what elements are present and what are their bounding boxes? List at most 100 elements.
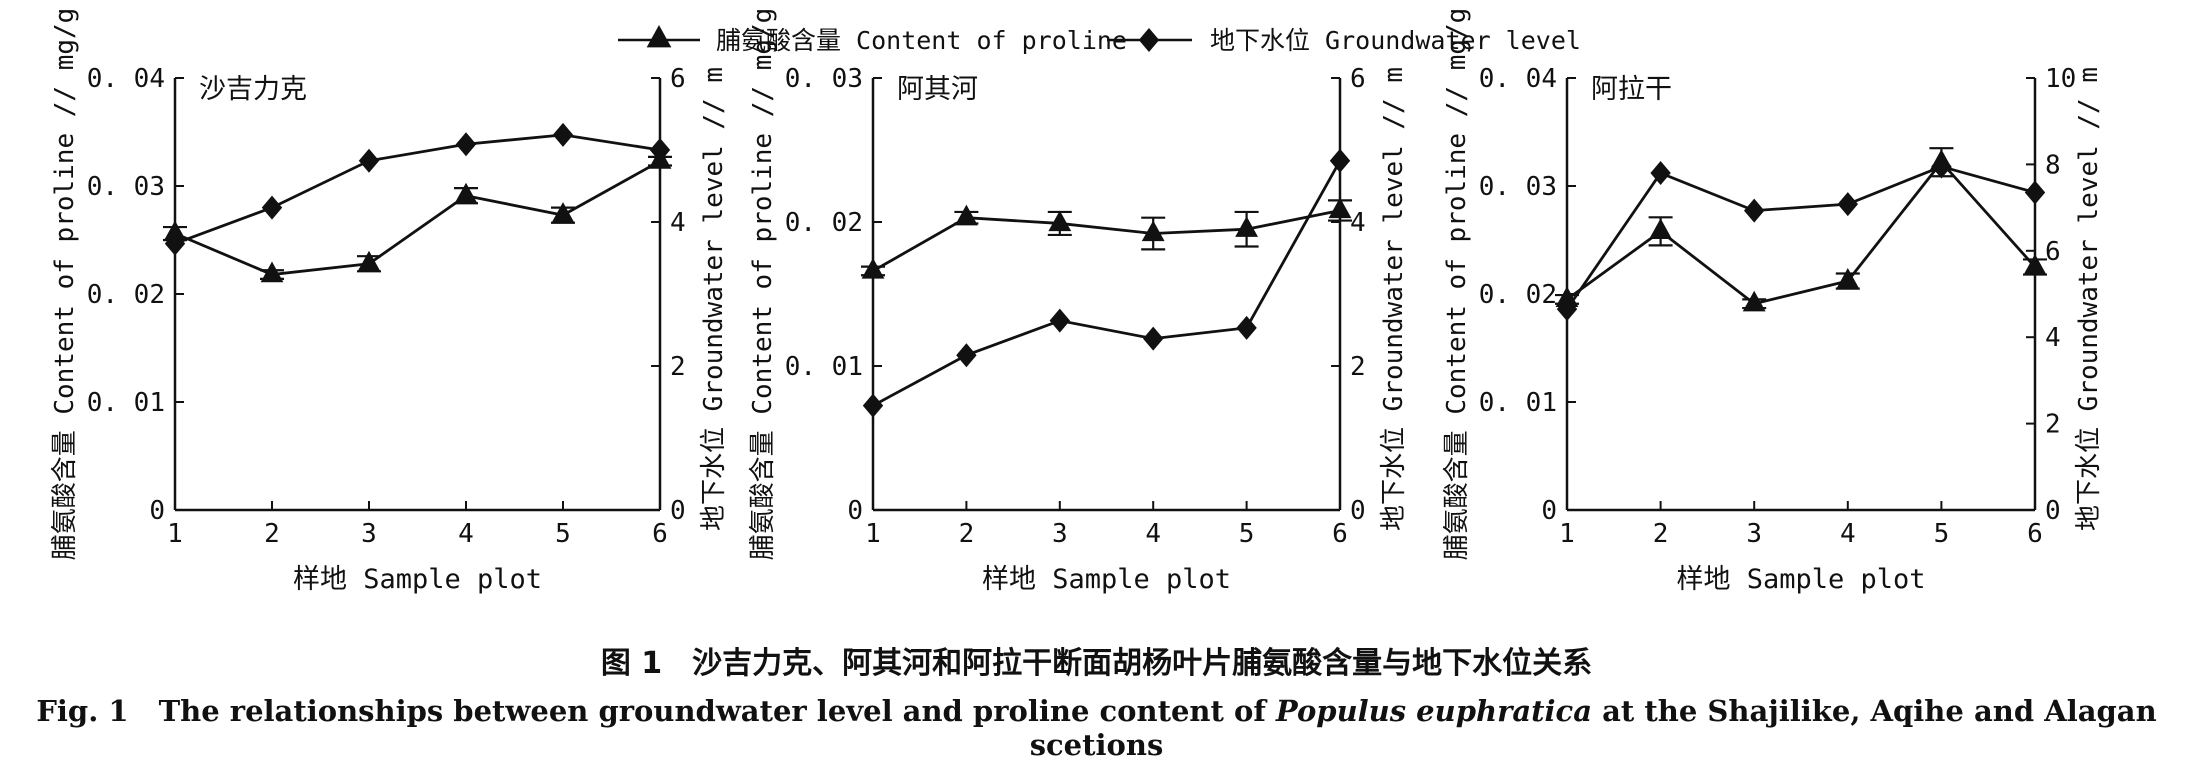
- series-proline: [861, 197, 1352, 279]
- x-tick-label: 2: [264, 519, 280, 549]
- panel-title: 阿其河: [897, 74, 978, 105]
- series-line: [1566, 160, 2037, 306]
- right-tick-label: 4: [670, 208, 686, 238]
- right-tick-label: 4: [2045, 323, 2061, 353]
- x-axis-label: 样地 Sample plot: [1676, 564, 1925, 595]
- x-tick-label: 4: [1145, 519, 1161, 549]
- x-tick-label: 5: [555, 519, 571, 549]
- right-tick-label: 6: [1350, 64, 1366, 94]
- left-tick-label: 0. 03: [785, 64, 863, 94]
- x-tick-label: 2: [1653, 519, 1669, 549]
- data-point-diamond: [1556, 297, 1578, 322]
- figure: 脯氨酸含量 Content of proline 地下水位 Groundwater…: [50, 8, 2104, 595]
- data-point-triangle: [1836, 268, 1860, 289]
- left-tick-label: 0. 01: [1479, 388, 1557, 418]
- x-tick-label: 6: [652, 519, 668, 549]
- series-proline: [163, 148, 672, 283]
- series-line: [1565, 165, 2036, 310]
- right-tick-label: 6: [2045, 237, 2061, 267]
- x-tick-label: 1: [1559, 519, 1575, 549]
- data-point-triangle: [955, 204, 978, 226]
- left-tick-label: 0. 02: [1479, 280, 1557, 310]
- left-tick-label: 0. 03: [87, 172, 165, 202]
- left-tick-label: 0: [149, 496, 165, 526]
- series-line: [872, 209, 1341, 273]
- series-line: [872, 160, 1342, 407]
- right-tick-label: 2: [1350, 352, 1366, 382]
- left-tick-label: 0. 04: [1479, 64, 1557, 94]
- series-line: [174, 159, 661, 276]
- panel-title: 阿拉干: [1591, 74, 1672, 105]
- data-point-triangle: [1141, 220, 1165, 242]
- x-tick-label: 2: [959, 519, 975, 549]
- right-tick-label: 0: [670, 496, 686, 526]
- series-line: [174, 133, 661, 245]
- right-tick-label: 8: [2045, 150, 2061, 180]
- series-proline: [1555, 147, 2047, 312]
- data-point-diamond: [261, 195, 283, 220]
- data-point-diamond: [1143, 326, 1164, 351]
- legend-marker-triangle: [646, 25, 672, 48]
- x-tick-label: 3: [361, 519, 377, 549]
- data-point-diamond: [649, 138, 671, 162]
- caption-chinese: 图 1 沙吉力克、阿其河和阿拉干断面胡杨叶片脯氨酸含量与地下水位关系: [0, 638, 2193, 682]
- data-point-diamond: [164, 231, 186, 256]
- data-point-triangle: [260, 261, 284, 283]
- legend-label-groundwater: 地下水位 Groundwater level: [1210, 26, 1581, 55]
- x-axis-label: 样地 Sample plot: [293, 564, 542, 595]
- data-point-diamond: [1837, 192, 1858, 217]
- data-point-triangle: [1235, 216, 1258, 237]
- x-tick-label: 3: [1746, 519, 1762, 549]
- data-point-diamond: [862, 393, 884, 418]
- series-groundwater: [862, 148, 1351, 418]
- x-tick-label: 1: [167, 519, 183, 549]
- data-point-diamond: [552, 122, 574, 147]
- panel-title: 沙吉力克: [199, 74, 307, 105]
- caption-en-text-start: The relationships between groundwater le…: [158, 694, 1276, 728]
- left-axis-label: 脯氨酸含量 Content of proline // mg/g: [50, 8, 80, 561]
- right-tick-label: 0: [1350, 496, 1366, 526]
- data-point-triangle: [357, 250, 381, 272]
- left-tick-label: 0. 01: [785, 352, 863, 382]
- data-point-diamond: [1236, 315, 1257, 340]
- data-point-diamond: [1931, 154, 1952, 179]
- left-tick-label: 0. 01: [87, 388, 165, 418]
- right-axis-label: 地下水位 Groundwater level // m: [2074, 67, 2104, 531]
- right-tick-label: 10: [2045, 64, 2076, 94]
- data-point-triangle: [1328, 197, 1352, 219]
- data-point-diamond: [455, 132, 477, 157]
- data-point-triangle: [1649, 218, 1672, 239]
- left-tick-label: 0. 02: [785, 208, 863, 238]
- data-point-diamond: [358, 148, 380, 173]
- right-tick-label: 2: [670, 352, 686, 382]
- x-tick-label: 1: [865, 519, 881, 549]
- right-axis-label: 地下水位 Groundwater level // m: [1379, 67, 1409, 531]
- series-groundwater: [164, 122, 671, 256]
- data-point-diamond: [1650, 161, 1671, 186]
- x-tick-label: 4: [1840, 519, 1856, 549]
- right-tick-label: 4: [1350, 208, 1366, 238]
- left-axis-label: 脯氨酸含量 Content of proline // mg/g: [748, 8, 778, 561]
- caption-en-species: Populus euphratica: [1275, 694, 1593, 728]
- data-point-triangle: [861, 257, 885, 279]
- x-tick-label: 3: [1052, 519, 1068, 549]
- caption-english: Fig. 1 The relationships between groundwa…: [0, 694, 2193, 762]
- x-tick-label: 6: [1332, 519, 1348, 549]
- left-tick-label: 0: [1541, 496, 1557, 526]
- data-point-triangle: [163, 220, 187, 242]
- data-point-diamond: [2024, 180, 2046, 205]
- data-point-triangle: [454, 182, 478, 204]
- left-tick-label: 0. 03: [1479, 172, 1557, 202]
- x-tick-label: 6: [2027, 519, 2043, 549]
- right-tick-label: 0: [2045, 496, 2061, 526]
- left-tick-label: 0: [847, 496, 863, 526]
- x-tick-label: 5: [1239, 519, 1255, 549]
- data-point-diamond: [956, 343, 977, 368]
- data-point-triangle: [551, 202, 575, 223]
- data-point-triangle: [1048, 210, 1072, 232]
- x-axis-label: 样地 Sample plot: [982, 564, 1231, 595]
- right-tick-label: 2: [2045, 410, 2061, 440]
